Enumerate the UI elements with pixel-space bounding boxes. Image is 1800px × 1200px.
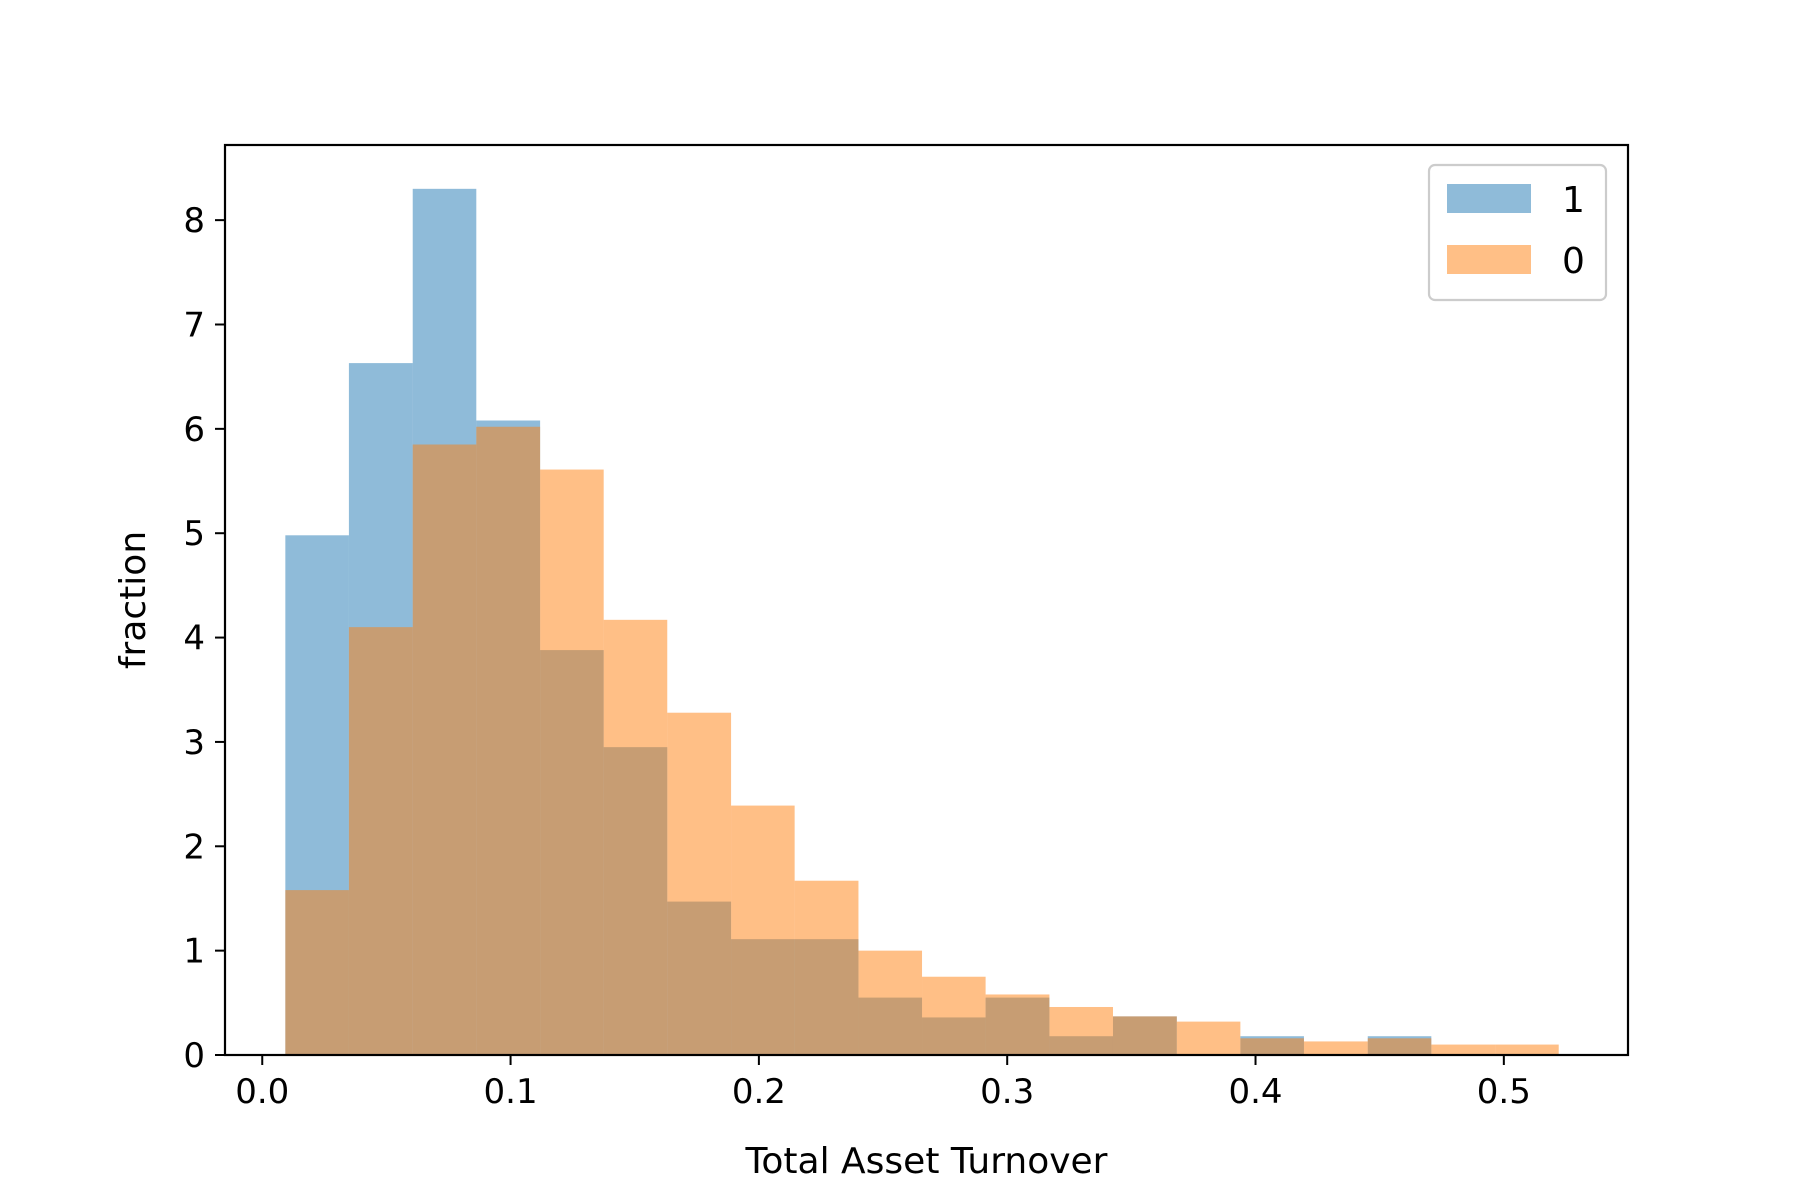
bar-series-0-bin-6	[667, 712, 732, 1055]
bar-series-0-bin-19	[1495, 1044, 1559, 1055]
x-tick-label-4: 0.4	[1228, 1072, 1282, 1112]
bar-series-0-bin-1	[348, 627, 413, 1055]
x-tick-label-2: 0.2	[732, 1072, 786, 1112]
bar-series-0-bin-3	[476, 426, 541, 1055]
bar-series-0-bin-10	[922, 976, 986, 1055]
y-axis: 0 1 2 3 4 5 6 7 8	[183, 201, 225, 1076]
x-tick-label-1: 0.1	[484, 1072, 538, 1112]
bar-series-0-bin-11	[985, 994, 1050, 1055]
bar-series-0-bin-14	[1176, 1021, 1241, 1055]
bar-series-0-bin-17	[1367, 1038, 1432, 1055]
bar-series-0-bin-18	[1431, 1044, 1496, 1055]
y-tick-label-1: 1	[183, 932, 205, 972]
y-tick-label-4: 4	[183, 619, 205, 659]
legend-label-series-0: 0	[1562, 241, 1585, 282]
bars-layer	[285, 188, 1559, 1056]
y-tick-label-0: 0	[183, 1036, 205, 1076]
y-tick-label-2: 2	[183, 827, 205, 867]
bar-series-0-bin-8	[794, 880, 859, 1055]
bar-series-0-bin-15	[1240, 1038, 1304, 1055]
bar-series-0-bin-13	[1112, 1016, 1177, 1055]
plot-frame	[223, 143, 1630, 1057]
legend-swatch-series-0	[1447, 245, 1531, 274]
y-tick-label-5: 5	[183, 514, 205, 554]
bar-series-0-bin-2	[412, 444, 477, 1056]
bar-series-0-bin-12	[1049, 1006, 1113, 1055]
bar-series-0-bin-7	[731, 805, 795, 1055]
x-axis-label: Total Asset Turnover	[745, 1141, 1108, 1182]
x-tick-label-3: 0.3	[980, 1072, 1034, 1112]
legend-swatch-series-1	[1447, 184, 1531, 213]
y-axis-label: fraction	[113, 531, 154, 669]
bar-series-0-bin-5	[603, 619, 668, 1055]
y-tick-label-6: 6	[183, 410, 205, 450]
y-tick-label-7: 7	[183, 305, 205, 345]
legend: 1 0	[1427, 163, 1608, 302]
y-tick-label-8: 8	[183, 201, 205, 241]
bar-series-0-bin-16	[1303, 1041, 1368, 1055]
bar-series-0-bin-0	[285, 890, 349, 1055]
bar-series-0-bin-9	[858, 950, 923, 1055]
x-axis: 0.0 0.1 0.2 0.3 0.4 0.5	[235, 1055, 1531, 1112]
bar-series-0-bin-4	[540, 469, 604, 1056]
legend-label-series-1: 1	[1562, 180, 1585, 221]
y-tick-label-3: 3	[183, 723, 205, 763]
x-tick-label-5: 0.5	[1477, 1072, 1531, 1112]
x-tick-label-0: 0.0	[235, 1072, 289, 1112]
